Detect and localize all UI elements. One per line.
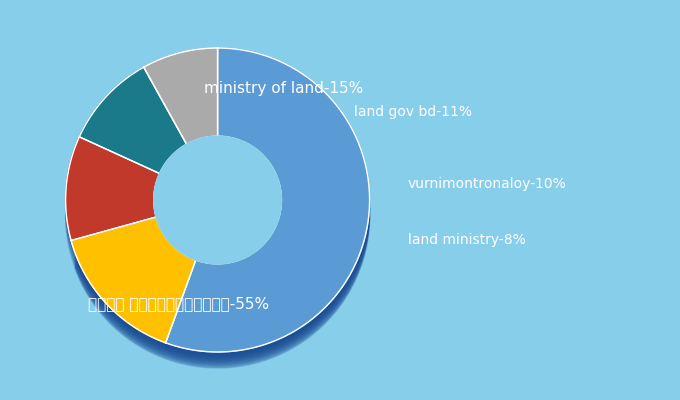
Polygon shape	[154, 136, 282, 264]
Polygon shape	[65, 216, 370, 368]
Polygon shape	[75, 201, 370, 353]
Polygon shape	[75, 216, 370, 368]
Text: ভূমি মন্ত্রণালয়-55%: ভূমি মন্ত্রণালয়-55%	[88, 296, 269, 312]
Polygon shape	[65, 209, 370, 361]
Polygon shape	[75, 215, 370, 367]
Polygon shape	[75, 208, 370, 360]
Polygon shape	[65, 212, 370, 364]
Polygon shape	[65, 215, 370, 367]
Polygon shape	[75, 203, 370, 355]
Polygon shape	[75, 207, 370, 359]
Text: land gov bd-11%: land gov bd-11%	[354, 105, 472, 119]
Text: vurnimontronaloy-10%: vurnimontronaloy-10%	[408, 177, 566, 191]
Polygon shape	[65, 213, 370, 365]
Polygon shape	[65, 211, 370, 363]
Polygon shape	[71, 217, 196, 343]
Polygon shape	[75, 204, 370, 356]
Polygon shape	[65, 201, 370, 353]
Polygon shape	[65, 205, 370, 357]
Polygon shape	[75, 213, 370, 365]
Polygon shape	[80, 67, 186, 174]
Polygon shape	[65, 204, 370, 356]
Polygon shape	[75, 205, 370, 357]
Polygon shape	[65, 203, 370, 355]
Text: ministry of land-15%: ministry of land-15%	[204, 80, 363, 96]
Polygon shape	[143, 48, 218, 144]
Polygon shape	[65, 208, 370, 360]
Polygon shape	[65, 207, 370, 359]
Polygon shape	[75, 211, 370, 363]
Text: land ministry-8%: land ministry-8%	[408, 233, 526, 247]
Polygon shape	[166, 48, 370, 352]
Polygon shape	[75, 212, 370, 364]
Polygon shape	[65, 137, 160, 240]
Polygon shape	[75, 209, 370, 361]
